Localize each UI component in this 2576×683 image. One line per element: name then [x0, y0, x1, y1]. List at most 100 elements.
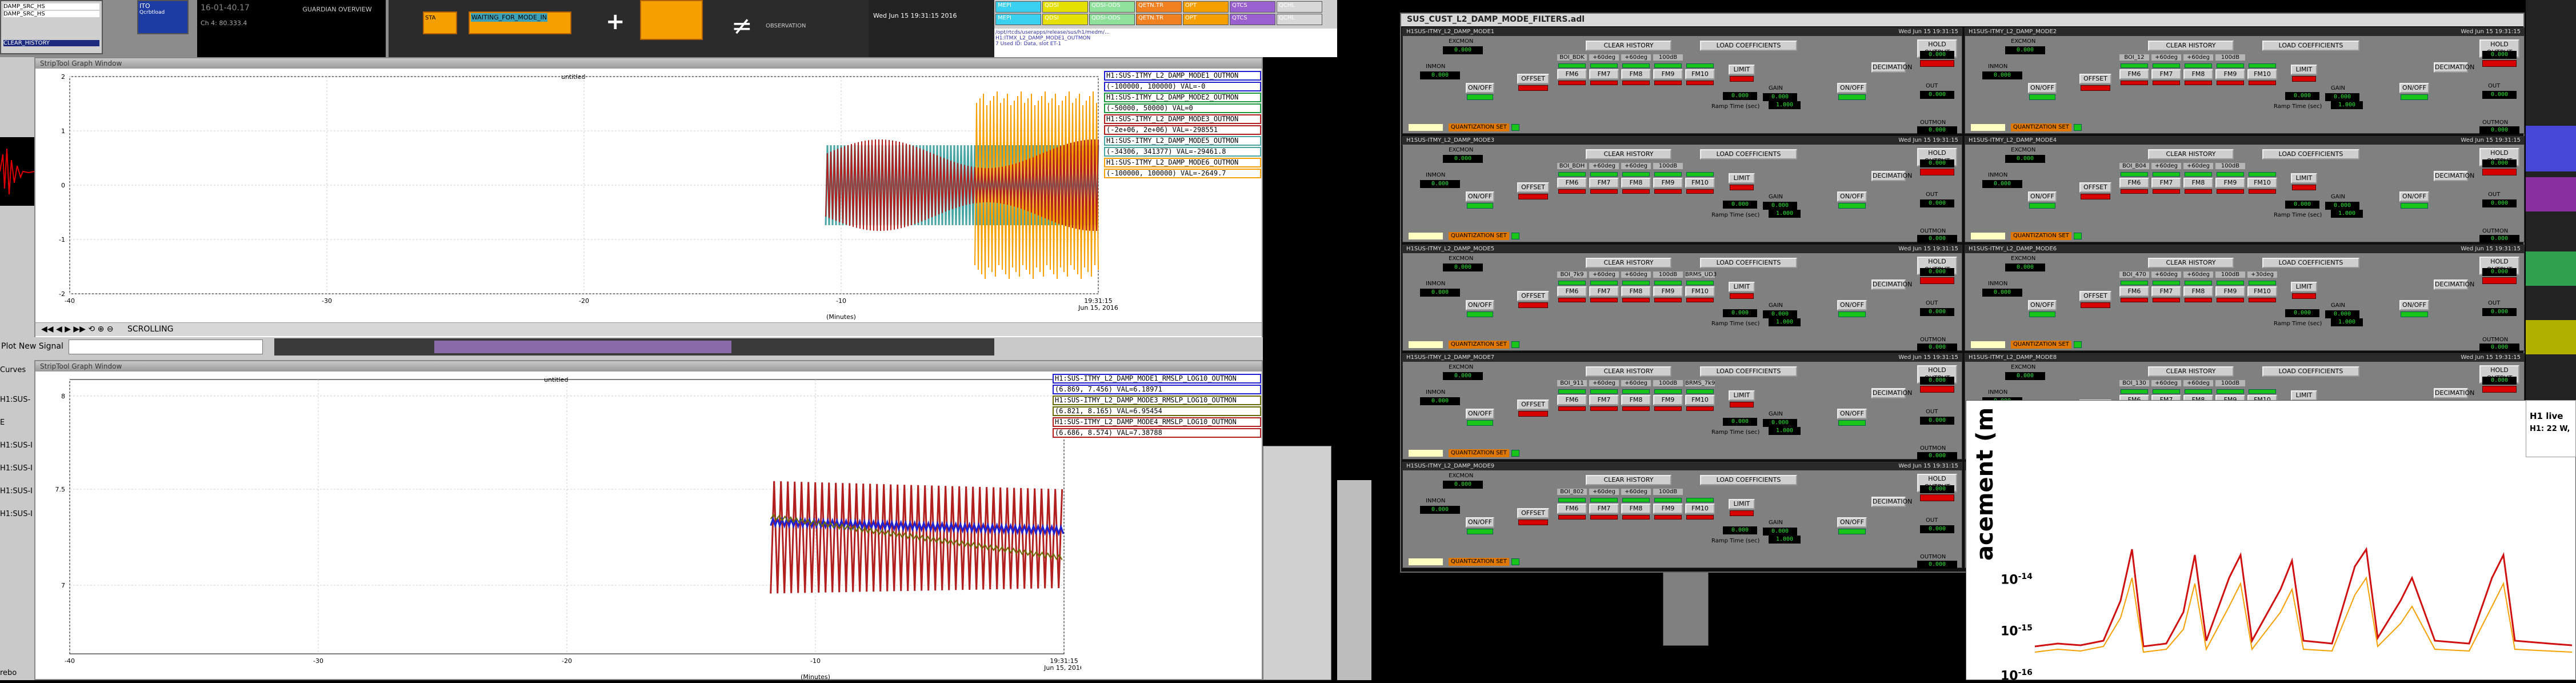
subsystem-cell[interactable]: QDSI-ODS: [1089, 1, 1135, 13]
subsystem-cell[interactable]: QETN.TR: [1136, 1, 1182, 13]
filter-fm-button[interactable]: FM9: [1653, 504, 1683, 514]
quantization-set-button[interactable]: QUANTIZATION SET: [1449, 123, 1509, 131]
decimation-button[interactable]: DECIMATION: [2434, 171, 2474, 181]
legend-entry[interactable]: H1:SUS-ITMY_L2_DAMP_MODE3_RMSLP_LOG10_OU…: [1053, 396, 1261, 405]
offset-button[interactable]: OFFSET: [1517, 182, 1549, 193]
filter-fm-button[interactable]: FM6: [2119, 69, 2149, 79]
output-on-off-button[interactable]: ON/OFF: [1837, 83, 1867, 93]
filter-fm-button[interactable]: FM6: [1557, 178, 1587, 188]
quantization-set-button[interactable]: QUANTIZATION SET: [1449, 558, 1509, 566]
filter-fm-button[interactable]: FM9: [1653, 178, 1683, 188]
output-on-off-button[interactable]: ON/OFF: [2399, 191, 2429, 202]
quantization-set-button[interactable]: QUANTIZATION SET: [2011, 341, 2071, 349]
input-on-off-button[interactable]: ON/OFF: [1466, 83, 1494, 93]
filter-fm-button[interactable]: FM6: [2119, 286, 2149, 297]
legend-entry[interactable]: (-50000, 50000) VAL=0: [1104, 103, 1261, 113]
legend-entry[interactable]: (-100000, 100000) VAL=-2649.7: [1104, 169, 1261, 178]
output-on-off-button[interactable]: ON/OFF: [1837, 409, 1867, 419]
decimation-button[interactable]: DECIMATION: [2434, 62, 2474, 73]
subsystem-cell[interactable]: MEPI: [995, 1, 1041, 13]
input-on-off-button[interactable]: ON/OFF: [2028, 300, 2057, 310]
output-on-off-button[interactable]: ON/OFF: [1837, 191, 1867, 202]
limit-button[interactable]: LIMIT: [1729, 390, 1755, 401]
filter-fm-button[interactable]: FM10: [2247, 69, 2277, 79]
gpu-button[interactable]: ITO Qcrbtload: [137, 0, 189, 34]
gain-entry[interactable]: [1409, 233, 1443, 239]
load-coefficients-button[interactable]: LOAD COEFFICIENTS: [1700, 366, 1797, 377]
decimation-button[interactable]: DECIMATION: [2434, 279, 2474, 290]
list-item[interactable]: H1:SUS-I: [0, 464, 33, 473]
subsystem-cell[interactable]: QTCS: [1230, 14, 1275, 25]
input-on-off-button[interactable]: ON/OFF: [2028, 191, 2057, 202]
gain-entry[interactable]: [1971, 124, 2005, 131]
filter-fm-button[interactable]: FM9: [2215, 286, 2245, 297]
filter-fm-button[interactable]: FM6: [1557, 395, 1587, 405]
filter-fm-button[interactable]: FM10: [1685, 69, 1715, 79]
clear-history-button[interactable]: CLEAR HISTORY: [1586, 475, 1671, 485]
input-on-off-button[interactable]: ON/OFF: [1466, 300, 1494, 310]
striptool-window-1[interactable]: StripTool Graph Window untitled 2 1 0 -1 -2-…: [34, 57, 1263, 343]
filter-fm-button[interactable]: FM8: [1621, 178, 1651, 188]
filter-fm-button[interactable]: FM6: [2119, 178, 2149, 188]
filter-fm-button[interactable]: FM8: [2183, 178, 2213, 188]
gain-entry[interactable]: [1409, 341, 1443, 348]
plot-area[interactable]: untitled 2 1 0 -1 -2 -40 -30 -20 -10 19:31:15 Jun …: [35, 70, 1121, 321]
scrolling-label[interactable]: SCROLLING: [127, 325, 174, 334]
decimation-button[interactable]: DECIMATION: [1871, 171, 1912, 181]
filter-fm-button[interactable]: FM7: [2151, 69, 2181, 79]
list-item[interactable]: H1:SUS-I: [0, 441, 33, 450]
legend-entry[interactable]: (-2e+06, 2e+06) VAL=-298551: [1104, 125, 1261, 135]
gain-entry[interactable]: [1409, 124, 1443, 131]
legend-entry[interactable]: H1:SUS-ITMY_L2_DAMP_MODE5_OUTMON: [1104, 136, 1261, 146]
filter-fm-button[interactable]: FM10: [2247, 178, 2277, 188]
quantization-set-button[interactable]: QUANTIZATION SET: [2011, 232, 2071, 240]
input-on-off-button[interactable]: ON/OFF: [1466, 517, 1494, 528]
limit-button[interactable]: LIMIT: [2291, 390, 2317, 401]
clear-history-button[interactable]: CLEAR HISTORY: [1586, 149, 1671, 159]
filter-fm-button[interactable]: FM6: [1557, 286, 1587, 297]
state-box[interactable]: STA: [423, 11, 457, 34]
subsystem-cell[interactable]: QDSI: [1042, 14, 1088, 25]
observation-box[interactable]: [640, 0, 703, 40]
quantization-set-button[interactable]: QUANTIZATION SET: [1449, 341, 1509, 349]
filter-fm-button[interactable]: FM8: [1621, 504, 1651, 514]
filter-fm-button[interactable]: FM9: [2215, 178, 2245, 188]
subsystem-cell[interactable]: QDSI-ODS: [1089, 14, 1135, 25]
gain-entry[interactable]: [1409, 450, 1443, 457]
filter-fm-button[interactable]: FM7: [1589, 504, 1619, 514]
legend-entry[interactable]: H1:SUS-ITMY_L2_DAMP_MODE6_OUTMON: [1104, 158, 1261, 167]
state-main-box[interactable]: WAITING_FOR_MODE_IN: [469, 11, 571, 34]
clear-history-button[interactable]: CLEAR HISTORY: [1586, 41, 1671, 51]
filter-fm-button[interactable]: FM10: [1685, 395, 1715, 405]
load-coefficients-button[interactable]: LOAD COEFFICIENTS: [1700, 475, 1797, 485]
filter-fm-button[interactable]: FM7: [2151, 178, 2181, 188]
output-on-off-button[interactable]: ON/OFF: [1837, 300, 1867, 310]
input-on-off-button[interactable]: ON/OFF: [2028, 83, 2057, 93]
offset-button[interactable]: OFFSET: [1517, 508, 1549, 518]
decimation-button[interactable]: DECIMATION: [1871, 388, 1912, 398]
legend-entry[interactable]: H1:SUS-ITMY_L2_DAMP_MODE2_OUTMON: [1104, 93, 1261, 102]
clear-history-button[interactable]: CLEAR HISTORY: [2148, 366, 2234, 377]
subsystem-cell[interactable]: QDSI: [1042, 1, 1088, 13]
clear-history-button[interactable]: CLEAR HISTORY: [1586, 366, 1671, 377]
subsystem-cell[interactable]: QCHL: [1277, 1, 1322, 13]
list-item[interactable]: DAMP_SRC_HS: [3, 11, 99, 17]
filter-fm-button[interactable]: FM9: [1653, 286, 1683, 297]
offset-button[interactable]: OFFSET: [1517, 291, 1549, 301]
filter-fm-button[interactable]: FM10: [1685, 504, 1715, 514]
output-on-off-button[interactable]: ON/OFF: [1837, 517, 1867, 528]
clear-history-button[interactable]: CLEAR HISTORY: [2148, 149, 2234, 159]
limit-button[interactable]: LIMIT: [1729, 282, 1755, 292]
filter-fm-button[interactable]: FM8: [1621, 69, 1651, 79]
load-coefficients-button[interactable]: LOAD COEFFICIENTS: [2262, 149, 2359, 159]
arrow-left-icon[interactable]: ◀◀ ◀ ▶ ▶▶ ⟲ ⊕ ⊖: [41, 325, 114, 334]
offset-button[interactable]: OFFSET: [1517, 400, 1549, 410]
striptool-window-2[interactable]: StripTool Graph Window untitled 8 7.5 7 -40…: [34, 360, 1263, 681]
filter-fm-button[interactable]: FM6: [1557, 504, 1587, 514]
offset-button[interactable]: OFFSET: [2079, 74, 2111, 84]
offset-button[interactable]: OFFSET: [2079, 182, 2111, 193]
quantization-set-button[interactable]: QUANTIZATION SET: [2011, 123, 2071, 131]
list-item[interactable]: DAMP_SRC_HS: [3, 3, 99, 10]
clear-history-button[interactable]: CLEAR HISTORY: [2148, 41, 2234, 51]
legend-entry[interactable]: (-100000, 100000) VAL=-0: [1104, 82, 1261, 91]
